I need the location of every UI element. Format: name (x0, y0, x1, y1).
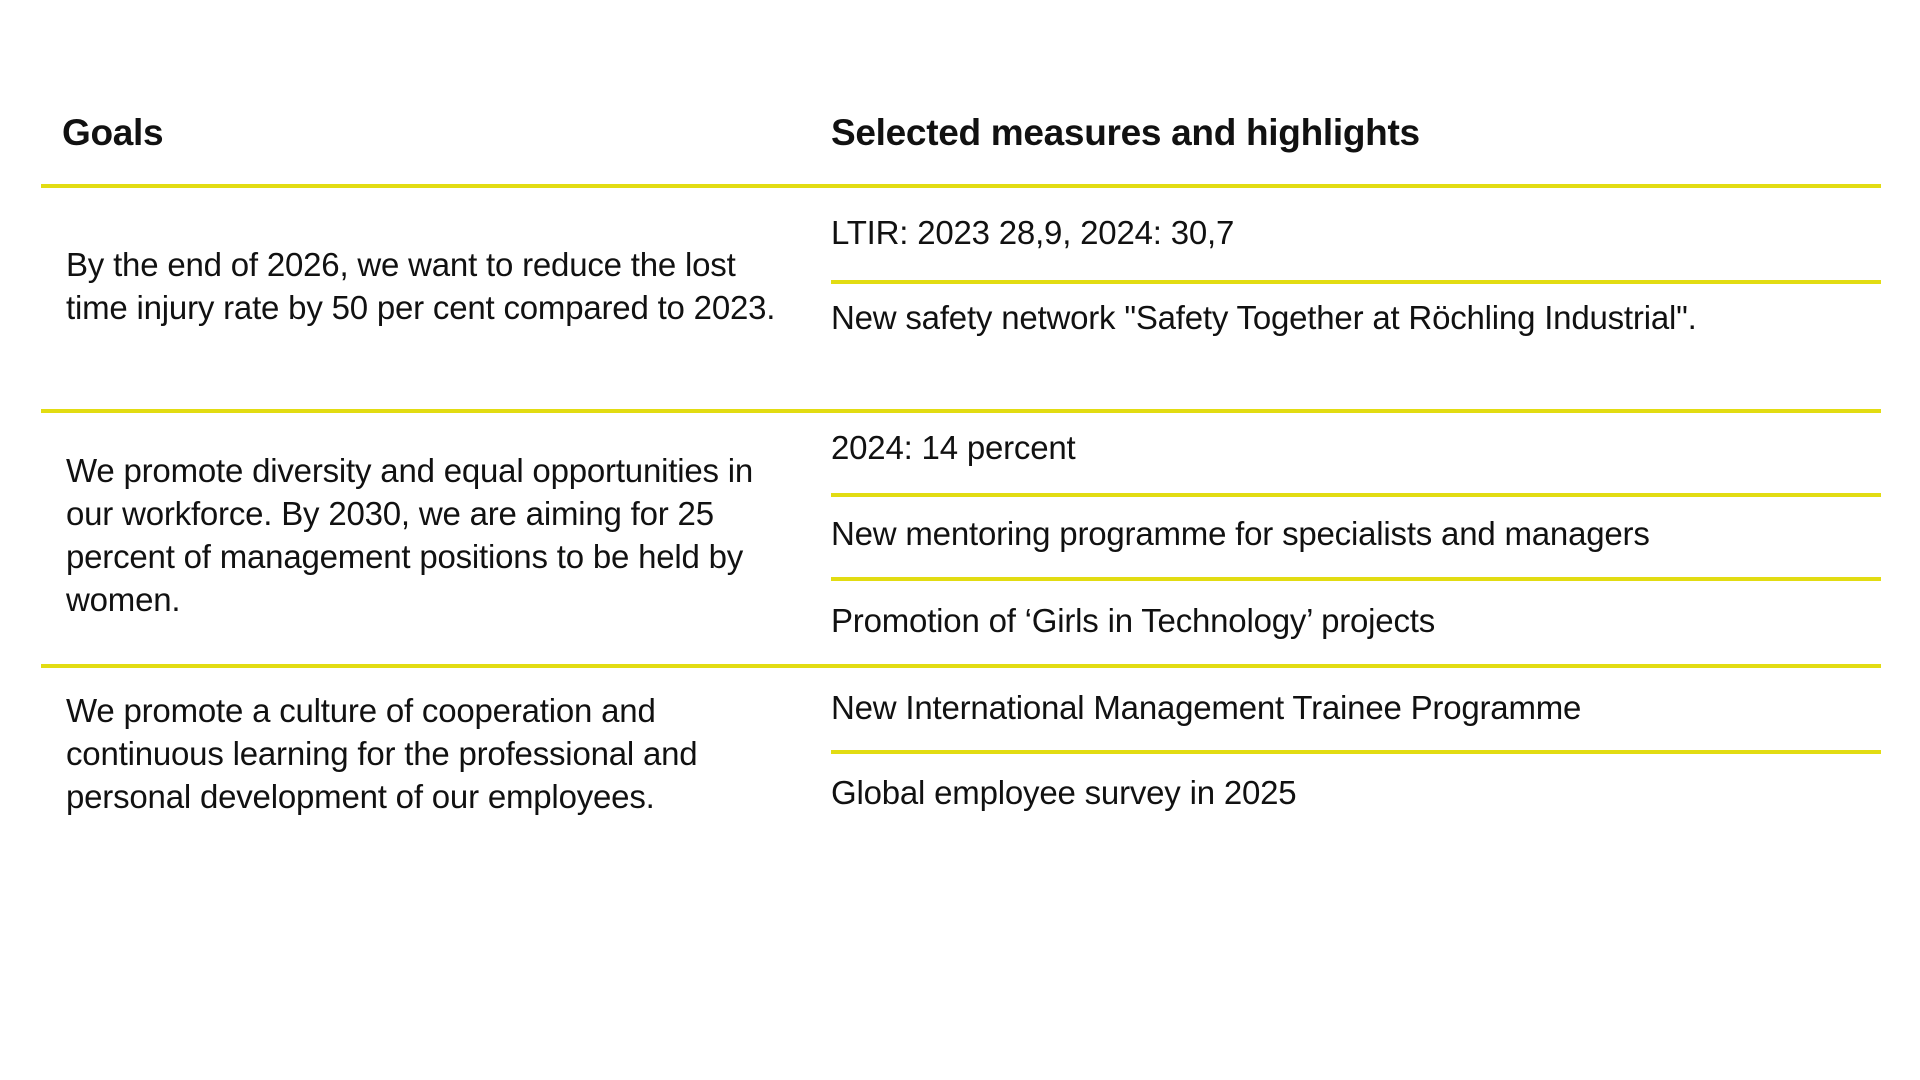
measure-item: Global employee survey in 2025 (831, 774, 1297, 811)
measure-divider (831, 493, 1881, 497)
measures-header: Selected measures and highlights (831, 112, 1420, 153)
measure-item: New International Management Trainee Pro… (831, 689, 1582, 726)
measure-item: New safety network "Safety Together at R… (831, 299, 1697, 336)
row-divider (41, 409, 1881, 413)
measure-item: 2024: 14 percent (831, 429, 1076, 466)
measure-divider (831, 280, 1881, 284)
measure-divider (831, 577, 1881, 581)
measure-item: New mentoring programme for specialists … (831, 515, 1650, 552)
row-divider (41, 664, 1881, 668)
goal-text: We promote a culture of cooperation and … (66, 692, 698, 815)
goals-header: Goals (62, 112, 164, 153)
measure-divider (831, 750, 1881, 754)
measure-item: LTIR: 2023 28,9, 2024: 30,7 (831, 214, 1235, 251)
measure-item: Promotion of ‘Girls in Technology’ proje… (831, 602, 1436, 639)
goal-text: By the end of 2026, we want to reduce th… (66, 246, 776, 326)
header-divider (41, 184, 1881, 188)
goal-text: We promote diversity and equal opportuni… (66, 452, 754, 618)
